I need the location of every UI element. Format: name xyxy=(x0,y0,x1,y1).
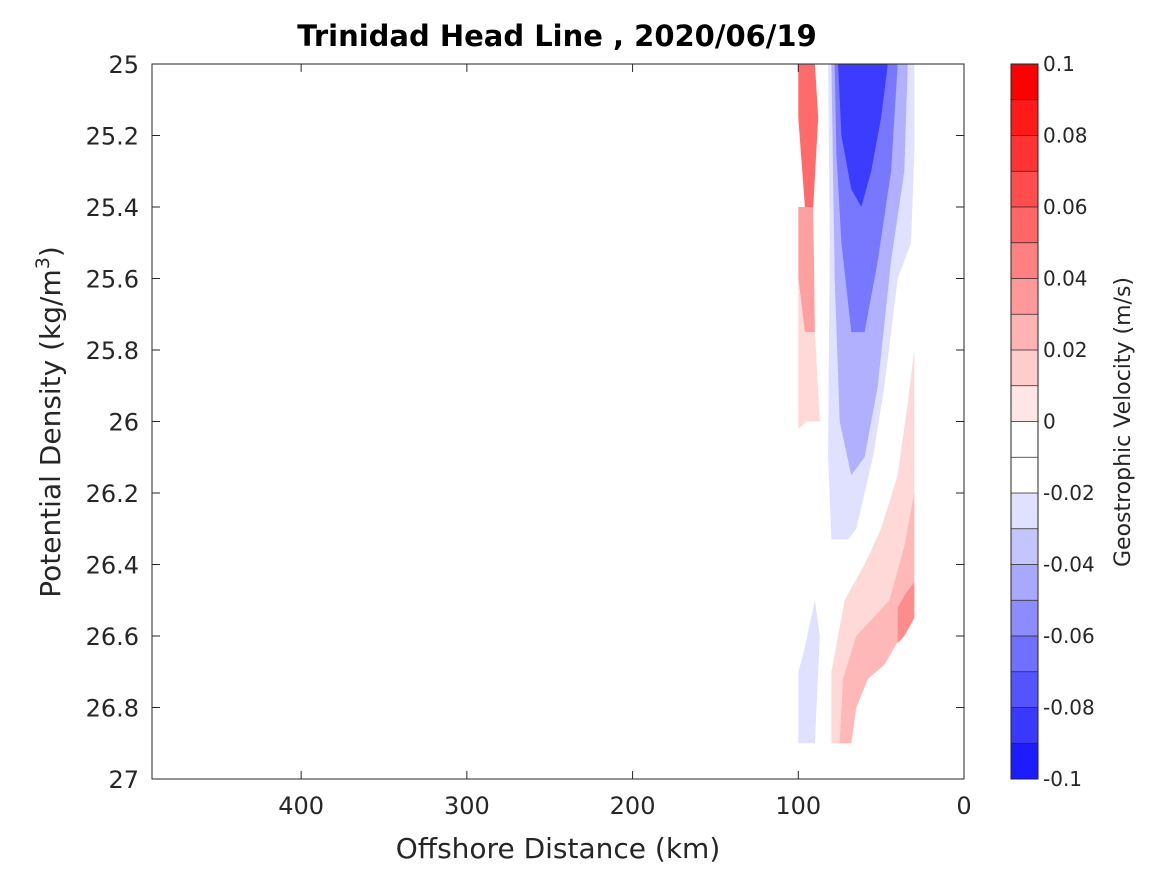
y-tick-label: 25.4 xyxy=(86,194,139,222)
contour-region-nearshore-warm-outer xyxy=(831,350,915,744)
y-tick-label: 25.8 xyxy=(86,337,139,365)
colorbar-band xyxy=(1011,671,1038,708)
contour-region-nearshore-warm-inner xyxy=(897,582,915,644)
colorbar-band xyxy=(1011,99,1038,136)
colorbar-band xyxy=(1011,743,1038,780)
x-axis: 400 300 200 100 0 xyxy=(278,64,972,820)
contour-region-offshore-warm-core xyxy=(798,64,819,207)
colorbar-tick-label: 0 xyxy=(1043,410,1056,434)
colorbar-tick-label: 0.04 xyxy=(1043,267,1088,291)
colorbar: 0.1 0.08 0.06 0.04 0.02 0 -0.02 -0.04 -0.06 -0.08… xyxy=(1010,52,1095,791)
colorbar-tick-label: 0.06 xyxy=(1043,195,1088,219)
y-tick-label: 25 xyxy=(108,51,139,79)
y-tick-label: 26.4 xyxy=(86,552,139,580)
y-tick-label: 26 xyxy=(108,409,139,437)
colorbar-band xyxy=(1011,707,1038,744)
contour-region-jet-core xyxy=(838,64,888,207)
y-axis-title-suffix: ) xyxy=(34,246,67,257)
colorbar-tick-label: -0.06 xyxy=(1043,624,1095,648)
colorbar-band xyxy=(1011,528,1038,565)
contour-region-deep-offshore-negative xyxy=(798,600,820,744)
colorbar-title: Geostrophic Velocity (m/s) xyxy=(1111,277,1136,567)
contour-region-offshore-warm-edge xyxy=(798,278,820,429)
colorbar-tick-label: 0.02 xyxy=(1043,338,1088,362)
colorbar-tick-label: 0.08 xyxy=(1043,124,1088,148)
y-tick-label: 26.8 xyxy=(86,695,139,723)
contour-region-nearshore-warm-mid xyxy=(839,493,915,744)
colorbar-band xyxy=(1011,385,1038,422)
chart-title: Trinidad Head Line , 2020/06/19 xyxy=(297,19,817,53)
x-tick-label: 400 xyxy=(278,792,324,820)
colorbar-band xyxy=(1011,564,1038,601)
x-tick-label: 200 xyxy=(610,792,656,820)
colorbar-band xyxy=(1011,636,1038,673)
colorbar-tick-label: -0.02 xyxy=(1043,481,1095,505)
y-tick-label: 26.2 xyxy=(86,480,139,508)
colorbar-band xyxy=(1011,350,1038,387)
colorbar-band xyxy=(1011,207,1038,244)
colorbar-band xyxy=(1011,457,1038,494)
colorbar-band xyxy=(1011,242,1038,279)
colorbar-tick-label: 0.1 xyxy=(1043,52,1075,76)
colorbar-band xyxy=(1011,421,1038,458)
y-tick-label: 26.6 xyxy=(86,623,139,651)
x-axis-title: Offshore Distance (km) xyxy=(396,832,721,865)
x-tick-label: 0 xyxy=(956,792,971,820)
y-tick-label: 27 xyxy=(108,766,139,794)
colorbar-tick-label: -0.08 xyxy=(1043,696,1095,720)
y-axis-title-superscript: 3 xyxy=(32,257,54,269)
x-tick-label: 100 xyxy=(775,792,821,820)
colorbar-band xyxy=(1011,278,1038,315)
colorbar-tick-label: -0.1 xyxy=(1043,767,1082,791)
colorbar-band xyxy=(1011,314,1038,351)
contour-region-offshore-warm-mid xyxy=(798,207,815,333)
y-tick-label: 25.6 xyxy=(86,266,139,294)
y-tick-label: 25.2 xyxy=(86,123,139,151)
contour-regions xyxy=(798,64,915,744)
y-axis: 25 25.2 25.4 25.6 25.8 26 26.2 26.4 26.6 26.8 27 xyxy=(86,51,964,794)
y-axis-title-main: Potential Density (kg/m xyxy=(34,269,67,598)
y-axis-title: Potential Density (kg/m3) xyxy=(32,246,67,598)
contour-region-near-zero-gap xyxy=(821,64,830,243)
x-tick-label: 300 xyxy=(444,792,490,820)
colorbar-band xyxy=(1011,171,1038,208)
colorbar-band xyxy=(1011,135,1038,172)
colorbar-band xyxy=(1011,64,1038,101)
colorbar-tick-label: -0.04 xyxy=(1043,553,1095,577)
colorbar-band xyxy=(1011,600,1038,637)
colorbar-band xyxy=(1011,493,1038,530)
colorbar-frame xyxy=(1010,63,1039,780)
